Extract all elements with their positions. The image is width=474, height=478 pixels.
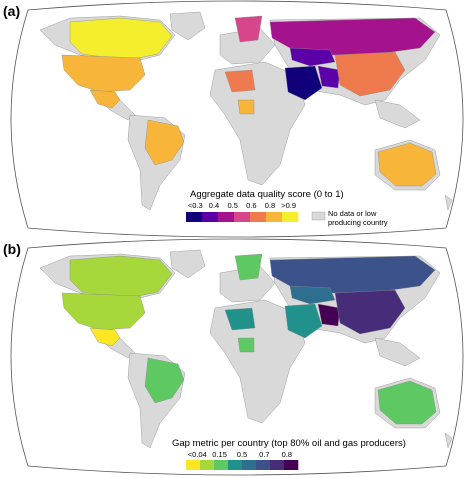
country-brazil xyxy=(144,119,185,166)
land-se-asia xyxy=(374,99,421,129)
colorbar-tick-label: >0.9 xyxy=(281,201,297,210)
colorbar-tick-label: 0.8 xyxy=(281,450,293,459)
country-norway xyxy=(234,253,263,281)
country-australia xyxy=(377,142,437,187)
world-map-a xyxy=(10,0,464,238)
land-nz xyxy=(444,432,453,449)
panel-label-a: (a) xyxy=(3,3,21,19)
country-china xyxy=(334,289,406,335)
colorbar-tick-label: 0.6 xyxy=(246,201,257,210)
colorbar-tick-label: <0.04 xyxy=(187,450,207,459)
colorbar-tick-label: 0.8 xyxy=(264,201,276,210)
world-map-b xyxy=(10,238,464,476)
land-greenland xyxy=(169,11,206,41)
colorbar-tick-label: <0.3 xyxy=(187,201,203,210)
country-canada xyxy=(69,255,173,297)
colorbar-tick-label: 0.5 xyxy=(236,450,248,459)
country-kazakhstan xyxy=(289,47,336,67)
panel-a: (a) Aggregate data quality score (0 to 1… xyxy=(0,0,474,238)
country-mexico xyxy=(89,89,121,109)
country-australia xyxy=(377,380,437,425)
colorbar-tick-label: 0.7 xyxy=(259,450,270,459)
panel-b: (b) Gap metric per country (top 80% oil … xyxy=(0,238,474,478)
country-algeria xyxy=(224,307,256,331)
country-kazakhstan xyxy=(289,285,336,305)
country-iran xyxy=(317,303,341,327)
no-data-label-a: No data or low producing country xyxy=(328,209,388,227)
country-norway xyxy=(234,15,263,43)
country-nigeria xyxy=(237,99,255,115)
country-china xyxy=(334,51,406,97)
country-brazil xyxy=(144,357,185,404)
colorbar-tick-label: 0.5 xyxy=(227,201,238,210)
country-mexico xyxy=(89,327,121,347)
colorbar-tick-label: 0.4 xyxy=(208,201,220,210)
country-nigeria xyxy=(237,337,255,353)
legend-title-b: Gap metric per country (top 80% oil and … xyxy=(172,438,406,449)
country-algeria xyxy=(224,69,256,93)
country-iran xyxy=(317,65,341,89)
land-nz xyxy=(444,194,453,211)
colorbar-tick-label: 0.15 xyxy=(212,450,227,459)
land-se-asia xyxy=(374,337,421,367)
country-middle-east xyxy=(284,303,323,339)
country-usa xyxy=(61,54,146,93)
country-middle-east xyxy=(284,65,323,101)
country-usa xyxy=(61,292,146,331)
panel-label-b: (b) xyxy=(3,241,21,257)
legend-title-a: Aggregate data quality score (0 to 1) xyxy=(190,189,344,200)
land-greenland xyxy=(169,249,206,279)
country-canada xyxy=(69,17,173,59)
